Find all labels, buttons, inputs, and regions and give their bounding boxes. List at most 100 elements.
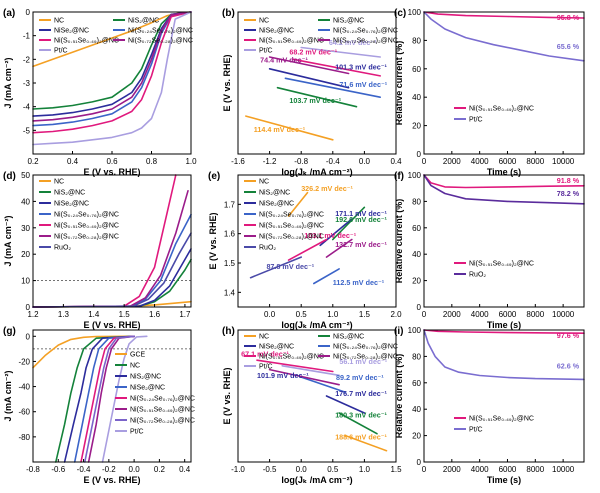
x-tick-label: -0.2 xyxy=(102,465,116,474)
annotation-label: 87.8 mV dec⁻¹ xyxy=(266,262,314,271)
series-line xyxy=(32,11,192,117)
x-tick-label: 1.7 xyxy=(179,310,191,319)
legend-label: Ni(S₀.₇₂Se₀.₂₈)₂@NC xyxy=(128,38,193,45)
y-tick-label: 30 xyxy=(21,224,30,233)
annotation-label: 78.2 % xyxy=(557,189,580,198)
annotation-label: 67.1 mV dec⁻¹ xyxy=(241,349,289,358)
plot-frame xyxy=(237,174,397,308)
y-tick-label: 0 xyxy=(417,150,422,159)
x-tick-label: 0 xyxy=(422,465,427,474)
y-axis-label: E (V vs. RHE) xyxy=(222,54,232,111)
y-axis-label: E (V vs. RHE) xyxy=(222,367,232,424)
legend-label: GCE xyxy=(130,352,146,359)
y-tick-label: -1 xyxy=(23,32,31,41)
y-tick-label: 1.6 xyxy=(224,230,236,239)
plot-frame xyxy=(237,11,397,155)
series-line xyxy=(338,412,378,435)
panel-h: 67.1 mV dec⁻¹ 56.1 mV dec⁻¹ 101.9 mV dec⁻¹… xyxy=(222,326,402,485)
series-line xyxy=(287,191,309,217)
annotation-label: 114.4 mV dec⁻¹ xyxy=(254,125,306,134)
annotation-label: 171.1 mV dec⁻¹ xyxy=(335,209,387,218)
legend-label: Pt/C xyxy=(259,48,273,55)
series-line xyxy=(312,268,340,285)
x-tick-label: 0.5 xyxy=(296,310,308,319)
series-line xyxy=(32,11,192,122)
x-tick-label: 2000 xyxy=(443,157,461,166)
x-tick-label: 0.8 xyxy=(146,157,158,166)
series-line xyxy=(84,335,135,463)
y-tick-label: -4 xyxy=(23,103,31,112)
legend: NC NiS₂@NC NiSe₂@NC Ni(S₀.₂₄Se₀.₇₆)₂@NC Ni(S… xyxy=(244,18,398,55)
annotation-label: 71.6 mV dec⁻¹ xyxy=(339,80,387,89)
panel-f: 91.8 % 78.2 % 0 2000 4000 6000 8000 10000 0 20 40 6… xyxy=(394,171,585,330)
annotation-label: 176.7 mV dec⁻¹ xyxy=(335,389,387,398)
y-tick-label: 1.7 xyxy=(224,200,236,209)
x-tick-label: -0.5 xyxy=(263,465,277,474)
x-tick-label: 4000 xyxy=(471,310,489,319)
y-axis-label: J (mA cm⁻²) xyxy=(3,58,13,109)
x-tick-label: 6000 xyxy=(499,157,517,166)
series-line xyxy=(32,232,192,308)
series-line xyxy=(281,364,340,377)
legend-label: Pt/C xyxy=(130,429,144,436)
legend-label: Ni(S₀.₇₂Se₀.₂₈)₂@NC xyxy=(333,354,398,361)
legend-label: NC xyxy=(259,179,269,186)
legend-label: Ni(S₀.₇₂Se₀.₂₈)₂@NC xyxy=(130,418,195,425)
legend-label: Ni(S₀.₅₁Se₀.₄₉)₂@NC xyxy=(130,407,195,414)
legend-label: NiSe₂@NC xyxy=(259,344,294,351)
panel-label: (d) xyxy=(3,171,16,182)
series-line xyxy=(268,68,350,89)
series-line xyxy=(331,206,366,241)
legend: Ni(S₀.₅₁Se₀.₄₉)₂@NC RuO₂ xyxy=(454,261,534,279)
x-tick-label: 1.0 xyxy=(185,157,197,166)
legend-label: Ni(S₀.₅₁Se₀.₄₉)₂@NC xyxy=(469,106,534,113)
y-tick-label: 10 xyxy=(21,277,30,286)
series-line xyxy=(344,434,388,452)
x-tick-label: -0.8 xyxy=(26,465,40,474)
series-line xyxy=(256,359,334,373)
legend: Ni(S₀.₅₁Se₀.₄₉)₂@NC Pt/C xyxy=(454,106,534,124)
y-tick-label: -40 xyxy=(18,383,30,392)
x-tick-label: -0.4 xyxy=(326,157,340,166)
x-tick-label: 6000 xyxy=(499,465,517,474)
y-tick-label: 20 xyxy=(412,432,421,441)
plot-frame xyxy=(237,329,397,463)
series-line xyxy=(325,395,366,414)
series-line xyxy=(32,11,192,110)
y-tick-label: 60 xyxy=(412,65,421,74)
legend-label: Ni(S₀.₅₁Se₀.₄₉)₂@NC xyxy=(259,354,324,361)
x-tick-label: 8000 xyxy=(526,310,544,319)
legend-label: Ni(S₀.₅₁Se₀.₄₉)₂@NC xyxy=(469,261,534,268)
series-line xyxy=(32,11,192,134)
x-tick-label: 1.0 xyxy=(359,465,371,474)
legend: NC NiS₂@NC NiSe₂@NC Ni(S₀.₂₄Se₀.₇₆)₂@NC Ni(S… xyxy=(244,179,324,252)
y-tick-label: 100 xyxy=(408,326,422,335)
y-tick-label: 80 xyxy=(412,197,421,206)
annotation-label: 103.1 mV dec⁻¹ xyxy=(304,231,356,240)
x-tick-label: -1.2 xyxy=(263,157,277,166)
legend-label: NC xyxy=(259,334,269,341)
legend-label: NiSe₂@NC xyxy=(259,28,294,35)
series-line xyxy=(423,11,585,19)
x-tick-label: 0.0 xyxy=(359,157,371,166)
legend-label: Ni(S₀.₂₄Se₀.₇₆)₂@NC xyxy=(128,28,193,35)
x-tick-label: 0.0 xyxy=(129,465,141,474)
legend-label: Pt/C xyxy=(469,117,483,124)
panel-label: (f) xyxy=(394,171,404,182)
legend-label: Ni(S₀.₅₁Se₀.₄₉)₂@NC xyxy=(54,223,119,230)
series-line xyxy=(300,46,382,58)
x-tick-label: 0.0 xyxy=(264,310,276,319)
legend: GCE NC NiS₂@NC NiSe₂@NC Ni(S₀.₂₄Se₀.₇₆)₂@NC N… xyxy=(115,352,195,436)
y-tick-label: -3 xyxy=(23,79,31,88)
y-tick-label: 20 xyxy=(21,250,30,259)
y-tick-label: -2 xyxy=(23,55,31,64)
legend-label: Ni(S₀.₂₄Se₀.₇₆)₂@NC xyxy=(130,396,195,403)
legend-label: NiS₂@NC xyxy=(259,190,290,197)
panel-label: (i) xyxy=(394,326,403,337)
series-line xyxy=(32,11,192,146)
legend-label: NiS₂@NC xyxy=(130,374,161,381)
annotation-label: 101.9 mV dec⁻¹ xyxy=(257,371,309,380)
series-line xyxy=(87,335,135,463)
plot-frame xyxy=(423,329,585,463)
panel-g: -0.8 -0.6 -0.4 -0.2 0.0 0.2 0.4 0 -20 -40 -60 -80 E … xyxy=(3,326,195,485)
